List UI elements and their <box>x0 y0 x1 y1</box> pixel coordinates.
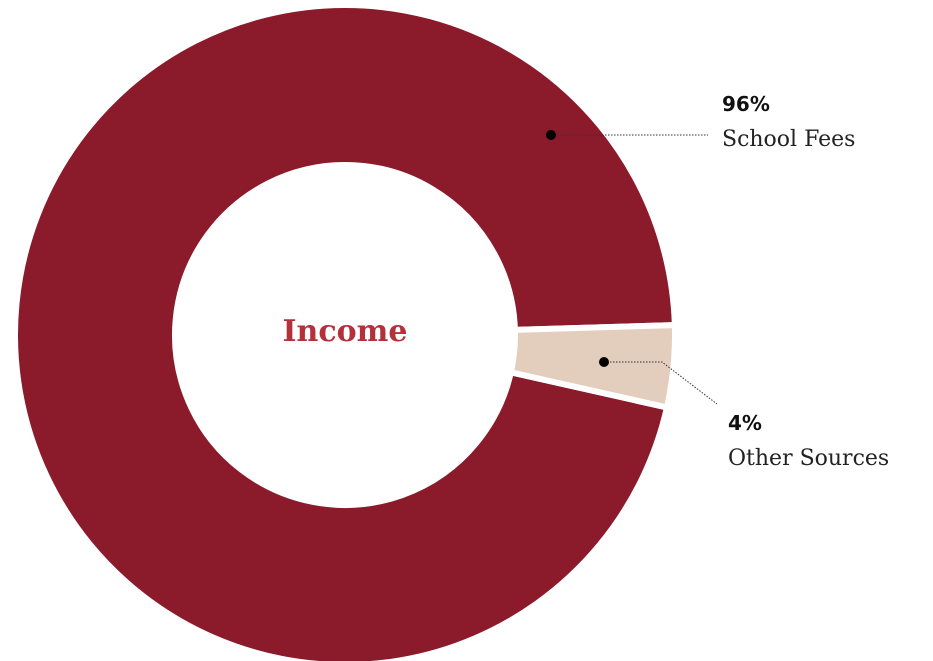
chart-title: Income <box>283 314 408 349</box>
school-fees-category-label: School Fees <box>722 127 855 152</box>
other-sources-leader-line <box>604 361 718 405</box>
school-fees-marker-dot <box>546 130 556 140</box>
school-fees-percent-label: 96% <box>722 92 770 116</box>
other-sources-percent-label: 4% <box>728 411 762 435</box>
other-sources-marker-dot <box>599 357 609 367</box>
other-sources-category-label: Other Sources <box>728 446 889 471</box>
donut-slices <box>12 2 678 661</box>
slice-school-fees <box>12 2 678 661</box>
slice-annotations: 96% School Fees 4% Other Sources <box>546 92 889 471</box>
slice-other-sources <box>507 322 678 412</box>
